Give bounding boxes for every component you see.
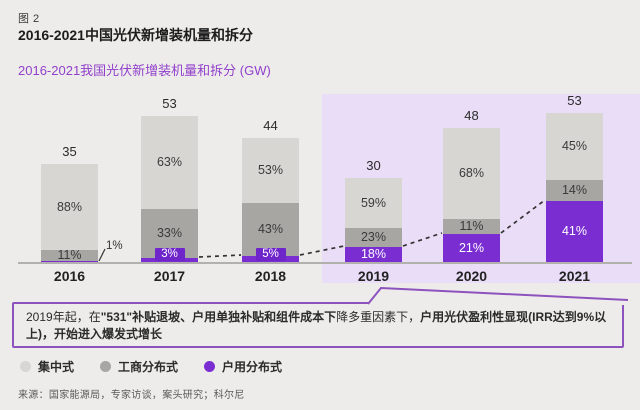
pct-label: 21%	[458, 241, 485, 255]
bar-segment-2018-1	[242, 203, 299, 256]
bar-segment-2016-2	[41, 261, 98, 262]
x-axis-tick-label: 2018	[254, 268, 287, 284]
legend-swatch-icon	[204, 361, 216, 372]
bar-segment-2021-1	[546, 180, 603, 201]
bar-segment-2019-1	[345, 228, 402, 247]
bar-segment-2020-0	[443, 128, 500, 219]
source-note: 来源：国家能源局，专家访谈，案头研究；科尔尼	[18, 390, 245, 401]
pct-label: 11%	[459, 219, 484, 233]
legend-item-1: 集中式	[20, 358, 74, 375]
bar-segment-2020-2	[443, 234, 500, 262]
bar-total-label: 48	[464, 108, 479, 123]
annotation-text-part: "531"补贴退坡、户用单独补贴和组件成本下	[100, 310, 337, 324]
chart-legend: 集中式 工商分布式 户用分布式	[20, 358, 282, 375]
bar-total-label: 30	[366, 158, 381, 173]
x-axis-tick-label: 2021	[558, 268, 591, 284]
pct-label: 41%	[561, 224, 588, 238]
x-axis-tick-label: 2020	[455, 268, 488, 284]
legend-item-3: 户用分布式	[204, 358, 282, 375]
annotation-text: 2019年起，在"531"补贴退坡、户用单独补贴和组件成本下降多重因素下，户用光…	[26, 310, 606, 341]
legend-swatch-icon	[100, 361, 112, 372]
pct-label: 11%	[57, 248, 82, 262]
bar-segment-2017-0	[141, 116, 198, 209]
pct-label: 14%	[561, 183, 588, 197]
pct-label: 45%	[561, 139, 588, 153]
legend-label: 集中式	[38, 360, 75, 374]
bar-segment-2021-2	[546, 201, 603, 262]
x-axis-tick-label: 2019	[357, 268, 390, 284]
pct-label: 63%	[156, 155, 183, 169]
pct-label: 23%	[360, 230, 387, 244]
bar-segment-2021-0	[546, 113, 603, 180]
annotation-text-part: 降多重因素下，	[336, 310, 421, 324]
pct-label: 88%	[56, 200, 83, 214]
pct-label: 18%	[360, 247, 387, 261]
annotation-text-part: 户用光伏盈利性显现(IRR达到9%以上)，	[26, 310, 607, 342]
bar-segment-2016-0	[41, 164, 98, 250]
pct-label-outside: 1%	[106, 240, 123, 252]
legend-label: 户用分布式	[222, 360, 283, 374]
bar-segment-2018-0	[242, 138, 299, 203]
bar-total-label: 44	[263, 118, 278, 133]
bar-segment-2019-0	[345, 178, 402, 228]
bar-total-label: 35	[62, 144, 77, 159]
figure-label: 图 2	[18, 13, 40, 25]
annotation-text-part: 2019年起，在	[26, 310, 101, 324]
x-axis-line	[18, 262, 632, 264]
pct-label: 43%	[257, 222, 284, 236]
annotation-callout: 2019年起，在"531"补贴退坡、户用单独补贴和组件成本下降多重因素下，户用光…	[12, 302, 624, 348]
pct-label: 33%	[156, 226, 183, 240]
pct-label: 59%	[360, 196, 387, 210]
legend-item-2: 工商分布式	[100, 358, 178, 375]
annotation-text-part: 开始进入爆发式增长	[54, 327, 163, 342]
bar-segment-2016-1	[41, 250, 98, 261]
x-axis-tick-label: 2016	[53, 268, 86, 284]
pct-label: 68%	[458, 166, 485, 180]
legend-swatch-icon	[20, 361, 31, 372]
page-title: 2016-2021中国光伏新增装机量和拆分	[18, 27, 253, 43]
pct-badge: 3%	[154, 248, 185, 261]
bar-segment-2020-1	[443, 219, 500, 234]
x-axis-tick-label: 2017	[153, 268, 186, 284]
bar-total-label: 53	[162, 96, 177, 111]
pct-badge: 5%	[255, 248, 286, 261]
bar-segment-2019-2	[345, 247, 402, 262]
legend-label: 工商分布式	[118, 360, 179, 374]
pct-label: 53%	[257, 163, 284, 177]
chart-title: 2016-2021我国光伏新增装机量和拆分 (GW)	[18, 63, 271, 78]
bar-total-label: 53	[567, 93, 582, 108]
